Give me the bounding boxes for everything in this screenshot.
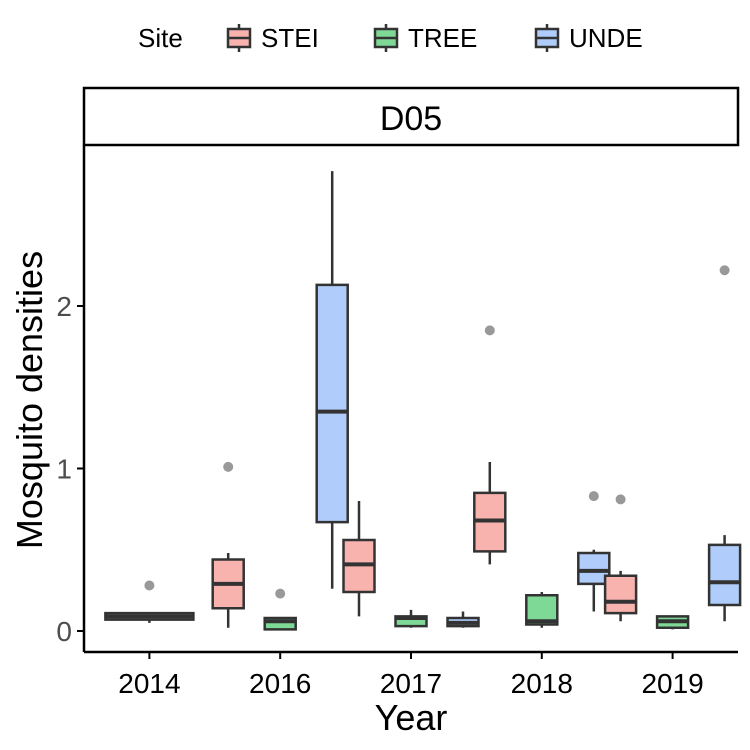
box-2018-stei [473, 325, 507, 565]
outlier-point [719, 265, 730, 276]
legend-item-tree: TREE [373, 23, 477, 53]
box-2019-stei [603, 494, 638, 622]
x-axis: 2014 2016 2017 2018 2019 [118, 652, 704, 699]
boxes [104, 171, 742, 631]
box-2017-stei [342, 501, 376, 617]
legend-item-stei: STEI [226, 23, 319, 53]
outlier-point [144, 580, 155, 591]
facet-label: D05 [380, 100, 442, 138]
box-body [315, 283, 349, 524]
legend-title: Site [138, 23, 183, 53]
y-axis-title: Mosquito densities [9, 251, 50, 549]
outlier-point [484, 325, 495, 336]
y-axis: 0 1 2 [56, 291, 84, 647]
outlier-point [588, 491, 599, 502]
legend-item-unde: UNDE [534, 23, 643, 53]
y-tick-label: 1 [56, 454, 72, 485]
legend-label: TREE [408, 23, 477, 53]
plot-panel: 0 1 2 2014 2016 2017 2018 2019 [56, 145, 742, 699]
box-2019-tree [655, 615, 690, 630]
facet-strip-box [82, 86, 740, 147]
box-2017-tree [394, 609, 428, 628]
x-axis-title: Year [375, 697, 448, 738]
outlier-point [223, 461, 234, 472]
box-2017-unde [446, 611, 480, 628]
box-2019-unde [707, 265, 742, 622]
x-tick-label: 2019 [641, 668, 703, 699]
box-body [603, 574, 638, 615]
facet-strip: D05 [82, 86, 740, 147]
outlier-point [615, 494, 626, 505]
x-tick-label: 2018 [511, 668, 573, 699]
box-2016-stei [211, 461, 245, 628]
legend-label: UNDE [569, 23, 643, 53]
x-tick-label: 2014 [118, 668, 180, 699]
x-tick-label: 2017 [380, 668, 442, 699]
box-body [263, 616, 297, 631]
box-2016-tree [263, 588, 297, 631]
outlier-point [275, 588, 286, 599]
legend-label: STEI [261, 23, 319, 53]
box-body [707, 543, 742, 607]
y-tick-label: 2 [56, 291, 72, 322]
box-2014-unde [104, 580, 195, 623]
box-2016-unde [315, 171, 349, 589]
legend: Site STEI TREE UNDE [138, 23, 643, 53]
x-tick-label: 2016 [249, 668, 311, 699]
y-tick-label: 0 [56, 616, 72, 647]
box-2018-tree [525, 592, 559, 628]
